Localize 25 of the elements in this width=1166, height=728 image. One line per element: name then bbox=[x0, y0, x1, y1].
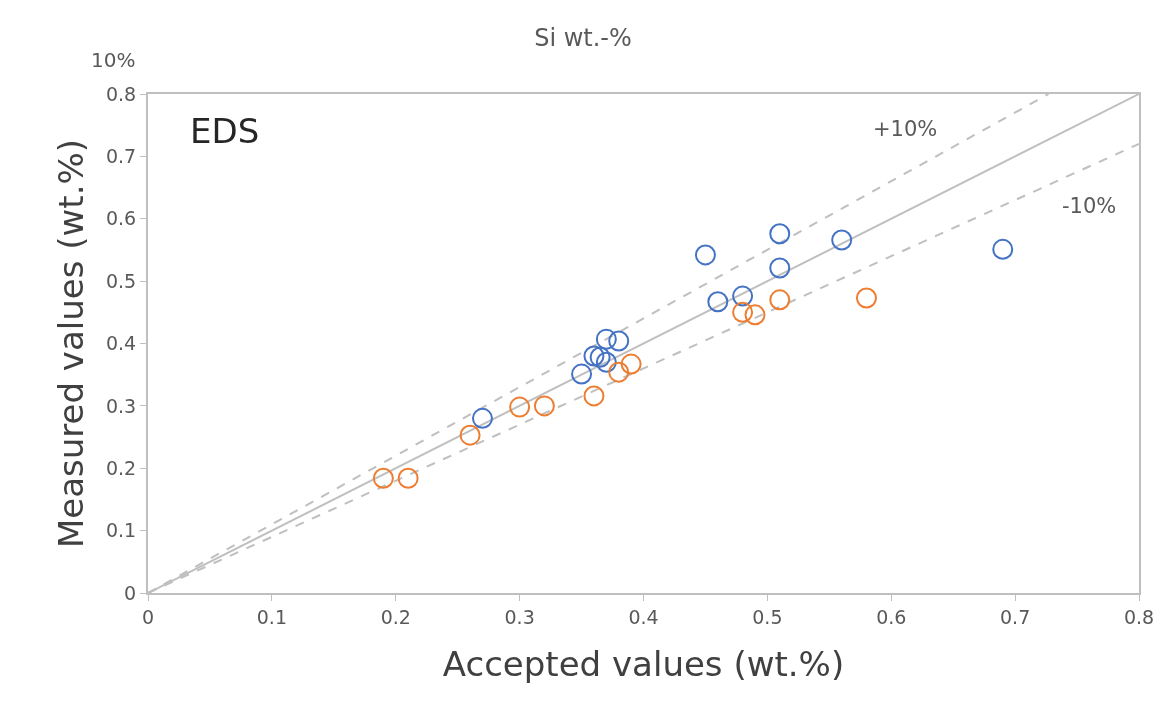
x-tick-label: 0.3 bbox=[504, 605, 535, 628]
x-tick-label: 0.6 bbox=[876, 605, 907, 628]
y-tick-label: 0.8 bbox=[105, 82, 137, 105]
x-tick-label: 0 bbox=[141, 605, 155, 628]
x-tick-label: 0.5 bbox=[752, 605, 783, 628]
annotation: EDS bbox=[190, 111, 260, 151]
y-tick-label: 0.3 bbox=[105, 394, 137, 417]
annotation: -10% bbox=[1062, 194, 1117, 218]
y-tick-label: 0.1 bbox=[105, 519, 137, 542]
y-tick-label: 0.5 bbox=[105, 269, 137, 292]
x-tick-label: 0.4 bbox=[628, 605, 659, 628]
annotation: +10% bbox=[873, 117, 938, 141]
x-tick-label: 0.7 bbox=[1000, 605, 1031, 628]
x-tick-label: 0.8 bbox=[1123, 605, 1155, 628]
y-tick-label: 0.6 bbox=[105, 207, 137, 230]
y-tick-label: 0.7 bbox=[105, 145, 137, 168]
text: 10% bbox=[91, 48, 136, 72]
y-tick-label: 0.2 bbox=[105, 456, 137, 479]
x-tick-label: 0.2 bbox=[380, 605, 411, 628]
x-axis-title: Accepted values (wt.%) bbox=[442, 643, 845, 684]
y-tick-label: 0.4 bbox=[105, 332, 137, 355]
x-tick-label: 0.1 bbox=[256, 605, 287, 628]
chart-title: Si wt.-% bbox=[534, 23, 632, 52]
y-axis-title: Measured values (wt.%) bbox=[51, 138, 92, 549]
y-tick-label: 0 bbox=[124, 581, 137, 604]
